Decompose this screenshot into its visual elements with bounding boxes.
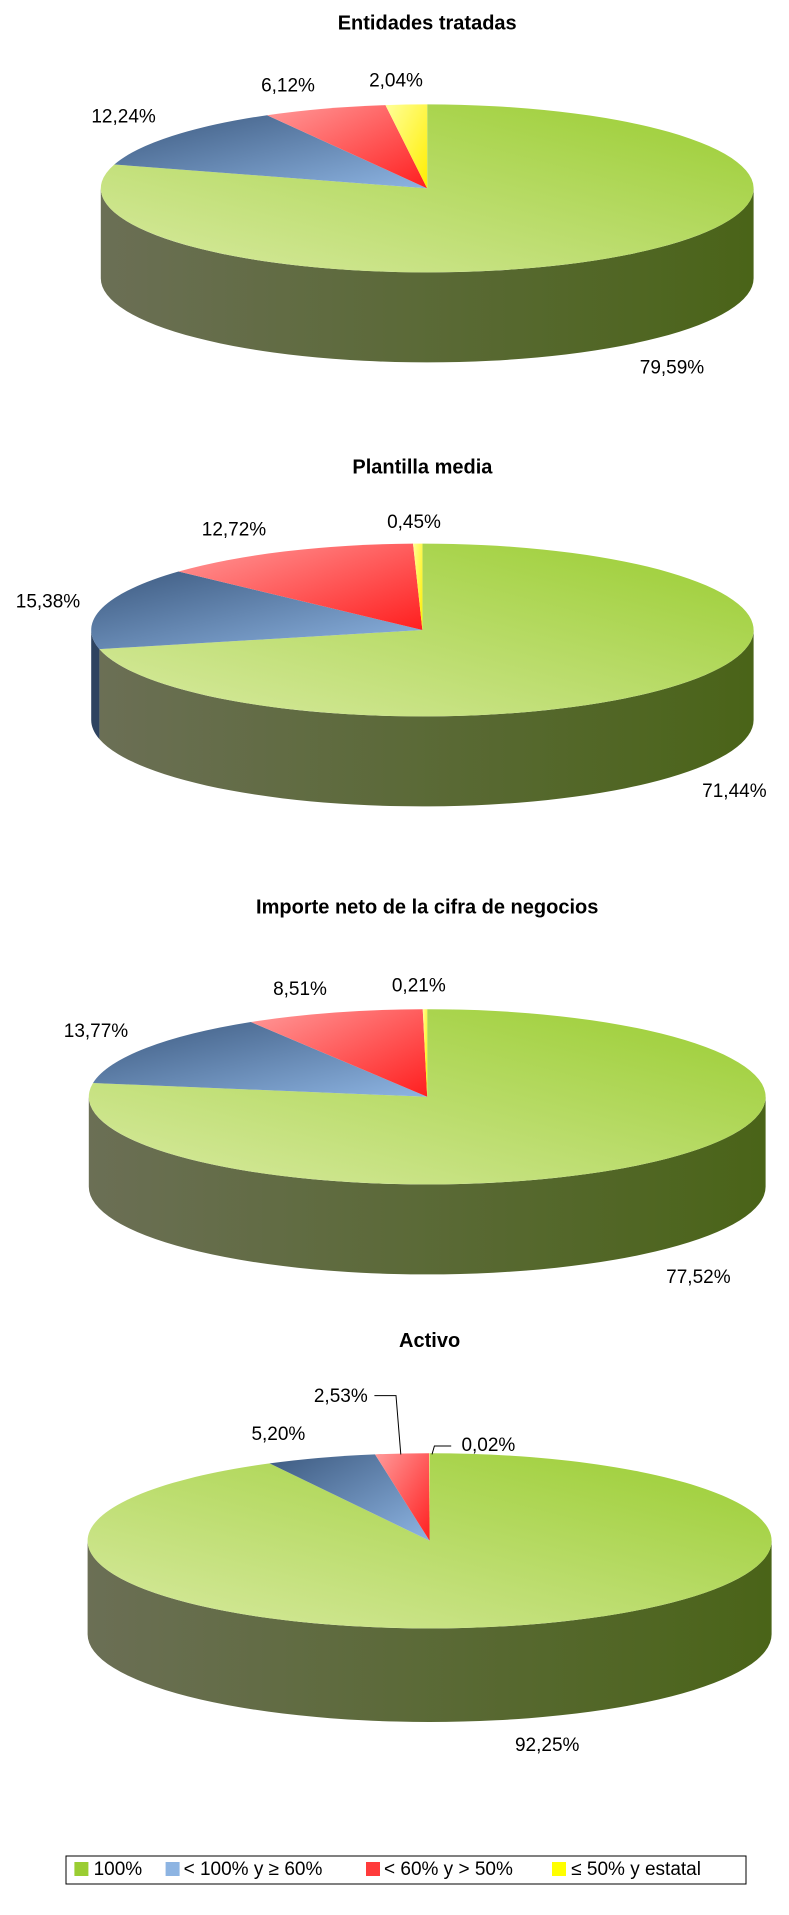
pie-side — [100, 188, 754, 363]
value-label: 2,04% — [369, 71, 423, 92]
pie-slice — [87, 1453, 772, 1629]
chart-title: Entidades tratadas — [338, 12, 517, 34]
pie-slice — [267, 105, 428, 189]
leader-line — [431, 1445, 452, 1455]
pie-side — [87, 1540, 772, 1722]
value-label: 0,21% — [392, 975, 446, 996]
legend-label: ≤ 50% y estatal — [571, 1859, 701, 1880]
chart-title: Plantilla media — [352, 456, 493, 478]
legend-label: < 60% y > 50% — [384, 1859, 513, 1880]
value-label: 2,53% — [314, 1386, 368, 1407]
value-label: 0,02% — [461, 1435, 515, 1456]
legend-swatch — [74, 1862, 89, 1876]
value-label: 0,45% — [387, 512, 441, 533]
pie-slice — [91, 571, 423, 650]
legend-swatch — [165, 1862, 180, 1876]
pie-side — [99, 630, 754, 807]
pie-side — [91, 630, 100, 740]
pie-slice — [269, 1454, 430, 1541]
pie-slice — [93, 1022, 428, 1097]
chart-title: Importe neto de la cifra de negocios — [256, 897, 598, 919]
value-label: 15,38% — [16, 591, 81, 612]
value-label: 8,51% — [273, 979, 327, 1000]
pie-slice — [250, 1009, 428, 1097]
legend-swatch — [552, 1862, 566, 1876]
value-label: 92,25% — [515, 1735, 580, 1756]
pie-side — [88, 1096, 766, 1275]
value-label: 71,44% — [702, 781, 767, 802]
value-label: 12,24% — [91, 107, 156, 128]
value-label: 12,72% — [202, 519, 267, 540]
pie-slice — [422, 1009, 428, 1097]
pie-slice — [413, 543, 423, 630]
pie-slice — [375, 1453, 430, 1541]
pie-slice — [178, 543, 423, 630]
pie-slice — [385, 104, 428, 189]
value-label: 79,59% — [640, 357, 705, 378]
value-label: 6,12% — [261, 75, 315, 96]
value-label: 13,77% — [64, 1021, 129, 1042]
chart-title: Activo — [399, 1330, 460, 1352]
leader-line — [374, 1395, 402, 1455]
legend-label: 100% — [94, 1859, 143, 1880]
legend-swatch — [366, 1862, 380, 1876]
pie-slice — [88, 1009, 766, 1185]
pie-slice — [100, 104, 754, 273]
value-label: 77,52% — [666, 1267, 731, 1288]
value-label: 5,20% — [251, 1424, 305, 1445]
pie-slice — [99, 543, 754, 717]
pie-slice — [114, 115, 428, 189]
legend-label: < 100% y ≥ 60% — [184, 1859, 323, 1880]
